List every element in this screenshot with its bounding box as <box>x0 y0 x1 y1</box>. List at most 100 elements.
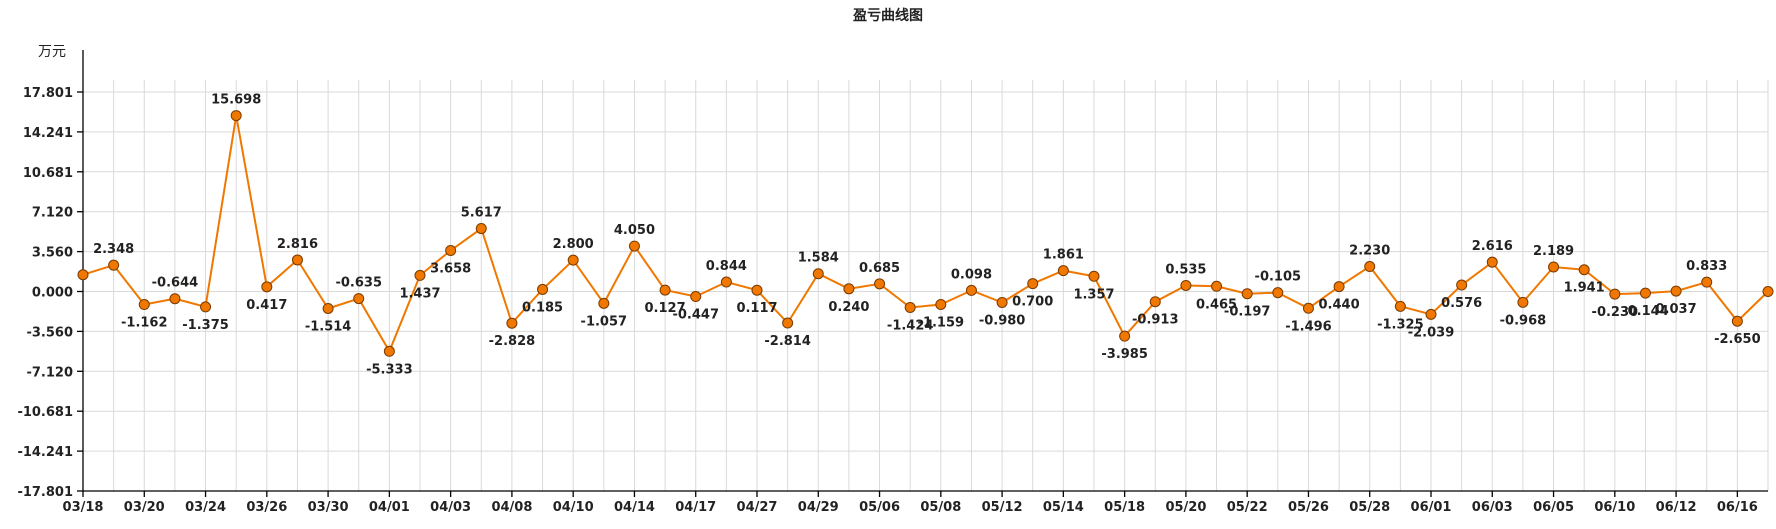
data-point <box>77 269 89 281</box>
data-label: 4.050 <box>614 223 655 238</box>
data-point <box>291 254 303 266</box>
x-tick-label: 04/08 <box>491 500 532 515</box>
x-tick-label: 04/27 <box>737 500 778 515</box>
data-label: -1.159 <box>918 315 965 330</box>
data-label: -0.968 <box>1500 313 1547 328</box>
data-point <box>782 317 794 329</box>
data-label: 2.189 <box>1533 244 1574 259</box>
y-axis-ticks: 17.801 14.241 10.681 7.120 3.560 0.000 -3.560 -… <box>17 86 73 500</box>
x-axis-ticks: 03/18 03/20 03/24 03/26 03/30 04/01 04/03 04/08… <box>63 500 1758 515</box>
data-point <box>1302 302 1314 314</box>
y-tick-label: 3.560 <box>32 246 73 261</box>
data-point <box>353 293 365 305</box>
x-tick-label: 05/14 <box>1043 500 1084 515</box>
x-tick-label: 05/12 <box>982 500 1023 515</box>
data-point <box>1241 288 1253 300</box>
data-point <box>751 284 763 296</box>
data-point <box>322 302 334 314</box>
data-point <box>1088 270 1100 282</box>
data-label: -2.828 <box>489 334 536 349</box>
y-tick-label: 7.120 <box>32 206 73 221</box>
data-label: -1.057 <box>581 314 628 329</box>
x-tick-label: 03/30 <box>308 500 349 515</box>
data-label: 0.127 <box>645 301 686 316</box>
data-point <box>1456 279 1468 291</box>
data-point <box>1609 288 1621 300</box>
data-label: 2.616 <box>1472 239 1513 254</box>
data-point <box>261 281 273 293</box>
y-axis-unit: 万元 <box>38 44 66 60</box>
x-tick-label: 03/18 <box>63 500 104 515</box>
data-label: 1.861 <box>1043 248 1084 263</box>
data-label: -1.496 <box>1285 319 1332 334</box>
x-tick-label: 04/01 <box>369 500 410 515</box>
y-tick-label: -3.560 <box>26 325 73 340</box>
data-label: 2.230 <box>1349 244 1390 259</box>
data-label: 0.185 <box>522 300 563 315</box>
data-label: -5.333 <box>366 362 413 377</box>
x-tick-label: 06/12 <box>1656 500 1697 515</box>
data-labels: 2.348 -1.162 -0.644 -1.375 15.698 0.417 2.816 -… <box>93 93 1761 378</box>
data-label: -1.375 <box>182 318 229 333</box>
data-point <box>1486 256 1498 268</box>
data-point <box>169 293 181 305</box>
y-tick-label: -14.241 <box>17 445 73 460</box>
data-point <box>1211 280 1223 292</box>
data-point <box>720 276 732 288</box>
x-tick-label: 04/29 <box>798 500 839 515</box>
data-label: 2.816 <box>277 237 318 252</box>
data-point <box>1578 264 1590 276</box>
x-tick-label: 04/03 <box>430 500 471 515</box>
axes <box>77 50 1768 497</box>
data-point <box>506 317 518 329</box>
data-point <box>628 240 640 252</box>
data-point <box>1731 315 1743 327</box>
series-line <box>82 115 1769 354</box>
data-point <box>874 278 886 290</box>
data-point <box>230 110 242 122</box>
data-label: -1.424 <box>887 318 934 333</box>
data-point <box>1180 280 1192 292</box>
x-tick-label: 04/14 <box>614 500 655 515</box>
data-point <box>383 345 395 357</box>
data-label: 0.700 <box>1012 295 1053 310</box>
data-label: 0.440 <box>1319 298 1360 313</box>
data-label: -0.197 <box>1224 305 1271 320</box>
data-label: -2.814 <box>764 334 811 349</box>
series <box>77 110 1774 357</box>
data-point <box>1027 278 1039 290</box>
data-label: 15.698 <box>211 93 261 108</box>
data-point <box>1364 261 1376 273</box>
data-label: -0.105 <box>1255 270 1302 285</box>
y-tick-label: 10.681 <box>23 166 73 181</box>
data-label: -3.985 <box>1101 347 1148 362</box>
data-point <box>445 245 457 257</box>
data-label: -0.644 <box>152 276 199 291</box>
x-tick-label: 05/20 <box>1165 500 1206 515</box>
data-label: -0.144 <box>1622 304 1669 319</box>
data-label: -1.162 <box>121 316 168 331</box>
data-point <box>414 269 426 281</box>
data-point <box>843 283 855 295</box>
data-point <box>138 299 150 311</box>
data-label: 0.417 <box>246 298 287 313</box>
x-tick-label: 06/03 <box>1472 500 1513 515</box>
data-label: 0.535 <box>1165 263 1206 278</box>
data-label: -2.650 <box>1714 332 1761 347</box>
x-tick-label: 03/24 <box>185 500 226 515</box>
x-tick-label: 06/16 <box>1717 500 1758 515</box>
x-tick-label: 05/22 <box>1227 500 1268 515</box>
data-label: 3.658 <box>430 262 471 277</box>
y-tick-label: -10.681 <box>17 405 73 420</box>
data-label: 0.685 <box>859 261 900 276</box>
data-label: -2.039 <box>1408 325 1455 340</box>
y-tick-label: 17.801 <box>23 86 73 101</box>
data-point <box>108 259 120 271</box>
data-label: 0.037 <box>1656 302 1697 317</box>
data-label: -1.514 <box>305 319 352 334</box>
data-label: -1.325 <box>1377 317 1424 332</box>
data-point <box>1425 308 1437 320</box>
data-point <box>659 284 671 296</box>
data-label: 1.437 <box>399 286 440 301</box>
x-tick-label: 05/06 <box>859 500 900 515</box>
